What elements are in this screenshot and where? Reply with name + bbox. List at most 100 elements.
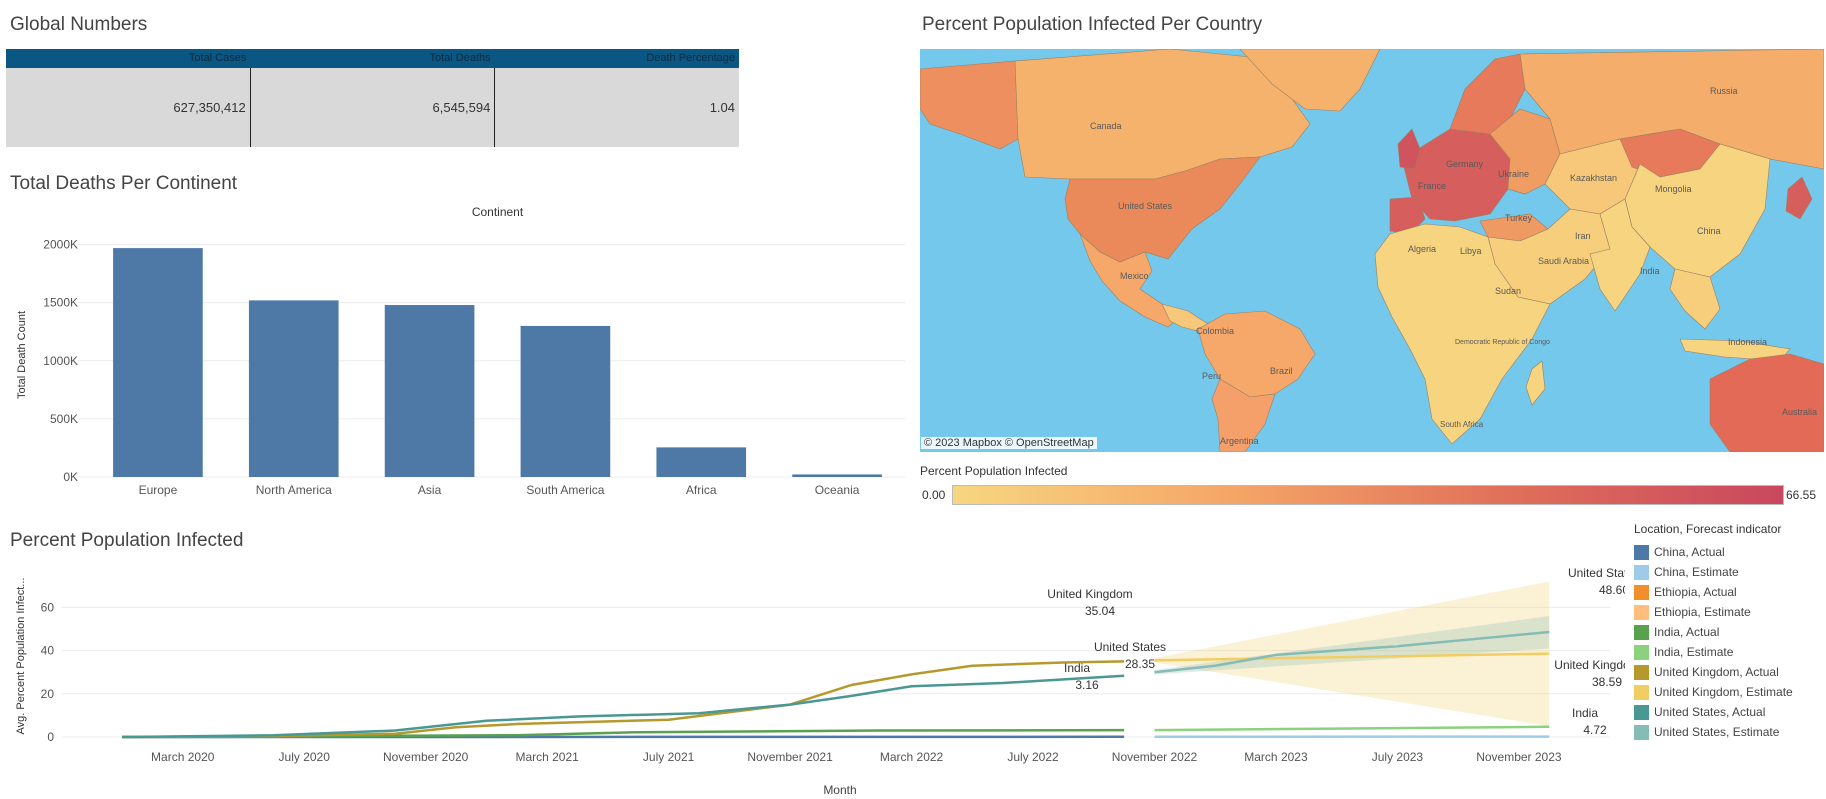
series-line-india-estimate[interactable] [1154, 725, 1550, 732]
x-tick-label: Europe [139, 483, 178, 497]
legend-label: United Kingdom, Estimate [1654, 685, 1793, 699]
annotation-value: 28.35 [1125, 657, 1155, 671]
map-label-united-states: United States [1118, 201, 1173, 211]
map-label-dr-congo: Democratic Republic of Congo [1455, 339, 1550, 346]
deaths-per-continent-chart: Continent Total Death Count 0K 500K 1000K 150… [16, 205, 905, 497]
map-label-kazakhstan: Kazakhstan [1570, 173, 1617, 183]
color-legend-title: Percent Population Infected [920, 464, 1068, 478]
map-label-turkey: Turkey [1505, 213, 1533, 223]
map-region-southeast-asia[interactable] [1669, 268, 1721, 330]
x-tick-label: March 2020 [151, 750, 215, 764]
legend-label: United States, Estimate [1654, 725, 1780, 739]
map-region-uk[interactable] [1397, 128, 1421, 170]
map-region-japan[interactable] [1785, 176, 1813, 220]
map-label-iran: Iran [1575, 231, 1591, 241]
header-total-cases: Total Cases [188, 52, 247, 64]
legend-item[interactable]: China, Actual [1634, 542, 1824, 562]
legend-item[interactable]: India, Actual [1634, 622, 1824, 642]
map-region-africa[interactable] [1374, 223, 1551, 445]
series-line-united-states-actual[interactable] [121, 674, 1125, 739]
legend-swatch [1634, 684, 1649, 700]
bar-oceania[interactable] [792, 474, 882, 477]
y-tick-label: 40 [41, 644, 55, 658]
x-tick-label: July 2021 [643, 750, 695, 764]
value-death-percentage: 1.04 [709, 100, 736, 115]
legend-item[interactable]: India, Estimate [1634, 642, 1824, 662]
map-label-peru: Peru [1202, 371, 1221, 381]
map-region-united-states[interactable] [1064, 156, 1261, 263]
map-label-mongolia: Mongolia [1655, 184, 1692, 194]
value-total-deaths: 6,545,594 [251, 68, 496, 147]
map-label-sudan: Sudan [1495, 286, 1521, 296]
map-label-argentina: Argentina [1220, 436, 1259, 446]
map-label-indonesia: Indonesia [1728, 337, 1767, 347]
x-tick-label: March 2021 [515, 750, 579, 764]
legend-label: United States, Actual [1654, 705, 1766, 719]
map-label-mexico: Mexico [1120, 271, 1149, 281]
legend-label: United Kingdom, Actual [1654, 665, 1779, 679]
map-region-australia[interactable] [1709, 353, 1824, 452]
legend-label: China, Estimate [1654, 565, 1739, 579]
x-axis-title-top: Continent [472, 205, 524, 219]
legend-item[interactable]: United Kingdom, Actual [1634, 662, 1824, 682]
map-label-france: France [1418, 181, 1446, 191]
deaths-chart-title: Total Deaths Per Continent [10, 173, 238, 194]
x-tick-label: November 2020 [383, 750, 469, 764]
global-numbers-title: Global Numbers [10, 14, 148, 35]
legend-swatch [1634, 624, 1649, 640]
legend-item[interactable]: Ethiopia, Actual [1634, 582, 1824, 602]
annotation-location: United States [1568, 566, 1625, 580]
series-line-united-kingdom-actual[interactable] [121, 660, 1125, 739]
y-tick-label: 1500K [43, 296, 78, 310]
bar-africa[interactable] [656, 447, 747, 477]
map-label-saudi-arabia: Saudi Arabia [1538, 256, 1589, 266]
legend-item[interactable]: Ethiopia, Estimate [1634, 602, 1824, 622]
map-region-alaska[interactable] [920, 60, 1019, 150]
annotation-value: 48.60 [1599, 583, 1625, 597]
bar-asia[interactable] [384, 305, 475, 477]
x-tick-label: July 2023 [1372, 750, 1424, 764]
annotation-value: 38.59 [1592, 675, 1622, 689]
map-label-germany: Germany [1446, 159, 1484, 169]
map-region-south-america-south[interactable] [1211, 378, 1276, 452]
bar-north-america[interactable] [248, 300, 339, 477]
x-tick-label: July 2022 [1007, 750, 1059, 764]
legend-label: Ethiopia, Estimate [1654, 605, 1751, 619]
bar-south-america[interactable] [520, 325, 611, 477]
global-numbers-row: 627,350,412 6,545,594 1.04 [6, 68, 739, 147]
map-region-india[interactable] [1589, 198, 1651, 312]
map-region-south-america-north[interactable] [1197, 310, 1316, 398]
legend-label: Ethiopia, Actual [1654, 585, 1737, 599]
legend-item[interactable]: United States, Estimate [1634, 722, 1824, 742]
y-tick-label: 20 [41, 687, 55, 701]
map-label-south-africa: South Africa [1440, 420, 1484, 429]
y-tick-label: 0 [47, 730, 54, 744]
legend-label: India, Estimate [1654, 645, 1734, 659]
series-line-united-kingdom-estimate[interactable] [1154, 652, 1550, 662]
annotation-location: United Kingdom [1047, 587, 1132, 601]
map-attribution[interactable]: © 2023 Mapbox © OpenStreetMap [921, 437, 1097, 449]
series-line-united-states-estimate[interactable] [1154, 630, 1550, 674]
line-chart-legend: Location, Forecast indicator China, Actu… [1634, 522, 1824, 742]
x-tick-label: March 2022 [880, 750, 944, 764]
x-tick-label: Africa [686, 483, 717, 497]
map-label-colombia: Colombia [1196, 326, 1234, 336]
map-label-canada: Canada [1090, 121, 1122, 131]
map-region-madagascar[interactable] [1525, 360, 1546, 406]
map-region-greenland[interactable] [1239, 49, 1381, 112]
choropleth-map[interactable]: Canada United States Mexico Colombia Per… [920, 49, 1824, 452]
y-tick-label: 1000K [43, 354, 78, 368]
legend-item[interactable]: China, Estimate [1634, 562, 1824, 582]
value-total-cases: 627,350,412 [6, 68, 251, 147]
legend-swatch [1634, 664, 1649, 680]
legend-item[interactable]: United Kingdom, Estimate [1634, 682, 1824, 702]
legend-item[interactable]: United States, Actual [1634, 702, 1824, 722]
legend-swatch [1634, 584, 1649, 600]
x-tick-label: North America [256, 483, 332, 497]
bar-europe[interactable] [113, 248, 203, 477]
annotation-value: 35.04 [1085, 604, 1115, 618]
y-tick-label: 500K [50, 412, 78, 426]
header-total-deaths: Total Deaths [429, 52, 491, 64]
map-title: Percent Population Infected Per Country [922, 14, 1263, 35]
map-labels: Canada United States Mexico Colombia Per… [1090, 86, 1817, 446]
